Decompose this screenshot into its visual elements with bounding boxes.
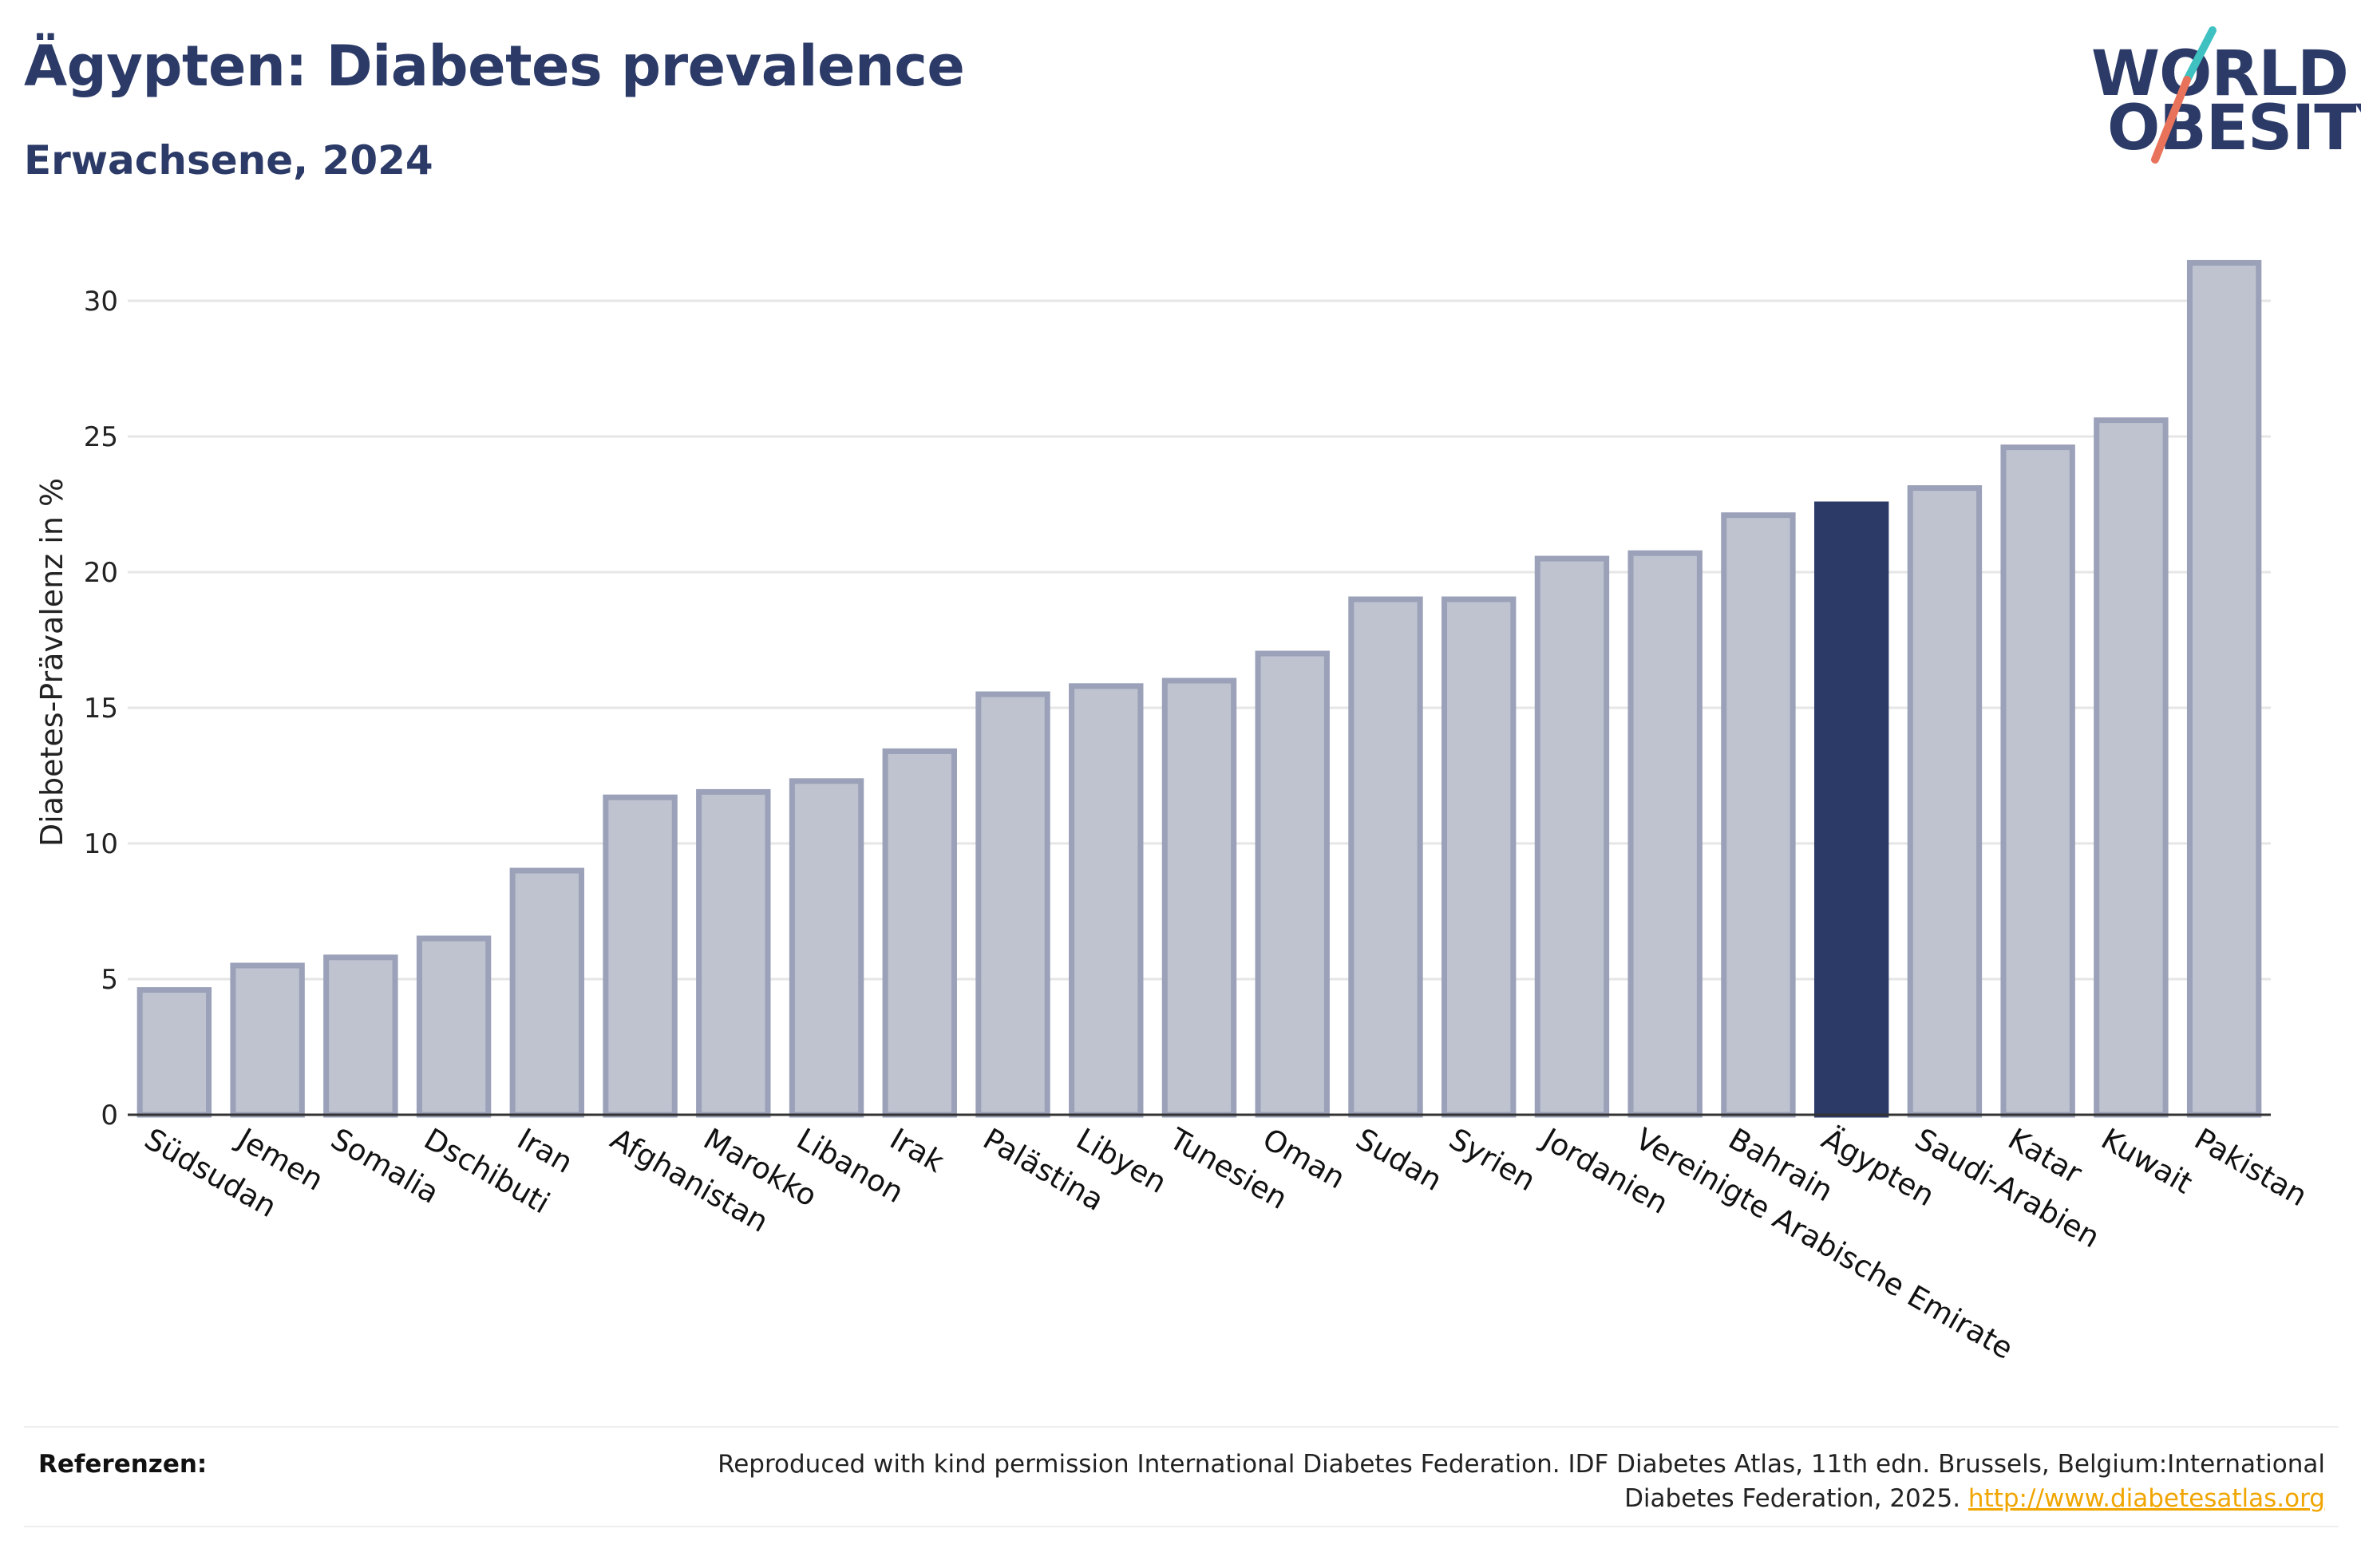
y-tick-label: 10 <box>84 828 118 860</box>
logo-line-2: OBESITY <box>2107 93 2361 164</box>
y-tick-label: 5 <box>101 964 118 996</box>
bar[interactable] <box>1907 485 1983 1118</box>
bar[interactable] <box>603 794 678 1118</box>
references-link[interactable]: http://www.diabetesatlas.org <box>1968 1484 2325 1513</box>
x-tick-label: Sudan <box>1350 1122 1447 1199</box>
x-tick-label: Pakistan <box>2189 1122 2313 1214</box>
bar-chart: 0 5 10 15 20 25 30 SüdsudanJemenSomaliaDschibu… <box>34 259 2313 1366</box>
bar[interactable] <box>1069 683 1144 1118</box>
bar[interactable] <box>1348 596 1423 1118</box>
y-axis-label: Diabetes-Prävalenz in % <box>34 478 69 847</box>
y-axis-ticks: 0 5 10 15 20 25 30 <box>84 286 118 1132</box>
references-citation: Reproduced with kind permission Internat… <box>718 1450 2325 1513</box>
bar[interactable] <box>509 867 585 1118</box>
bar[interactable] <box>696 788 771 1118</box>
bar[interactable] <box>416 935 492 1118</box>
bar[interactable] <box>1255 650 1330 1118</box>
y-tick-label: 20 <box>84 557 118 589</box>
bar[interactable] <box>1627 550 1703 1118</box>
world-obesity-logo: WORLD OBESITY <box>2075 24 2361 168</box>
bar[interactable] <box>1161 677 1237 1118</box>
y-tick-label: 15 <box>84 693 118 725</box>
bar[interactable] <box>1721 512 1796 1118</box>
bar[interactable] <box>1534 555 1610 1118</box>
y-tick-label: 0 <box>101 1100 118 1132</box>
bar[interactable] <box>975 691 1050 1118</box>
references-text: Reproduced with kind permission Internat… <box>649 1448 2325 1516</box>
chart-title: Ägypten: Diabetes prevalence <box>24 34 965 99</box>
bar[interactable] <box>230 962 305 1118</box>
logo-line-1: WORLD <box>2091 38 2349 110</box>
chart-subtitle: Erwachsene, 2024 <box>24 137 433 184</box>
y-tick-label: 25 <box>84 421 118 453</box>
reference-divider-top <box>24 1426 2339 1428</box>
bar[interactable] <box>789 778 864 1118</box>
x-tick-label: Kuwait <box>2095 1122 2198 1201</box>
x-tick-label: Syrien <box>1443 1122 1541 1199</box>
bar[interactable] <box>1442 596 1517 1118</box>
bar[interactable] <box>2000 444 2075 1118</box>
bar-highlight[interactable] <box>1813 501 1889 1118</box>
reference-divider-bottom <box>24 1526 2339 1527</box>
logo-slash-icon <box>2151 26 2217 164</box>
bar[interactable] <box>2094 417 2169 1118</box>
x-tick-label: Somalia <box>325 1122 445 1211</box>
references-label: Referenzen: <box>38 1450 208 1479</box>
bar[interactable] <box>136 987 212 1118</box>
bar[interactable] <box>882 748 957 1118</box>
bar[interactable] <box>323 954 398 1118</box>
bars <box>136 259 2262 1118</box>
y-tick-label: 30 <box>84 286 118 318</box>
bar[interactable] <box>2186 259 2262 1118</box>
